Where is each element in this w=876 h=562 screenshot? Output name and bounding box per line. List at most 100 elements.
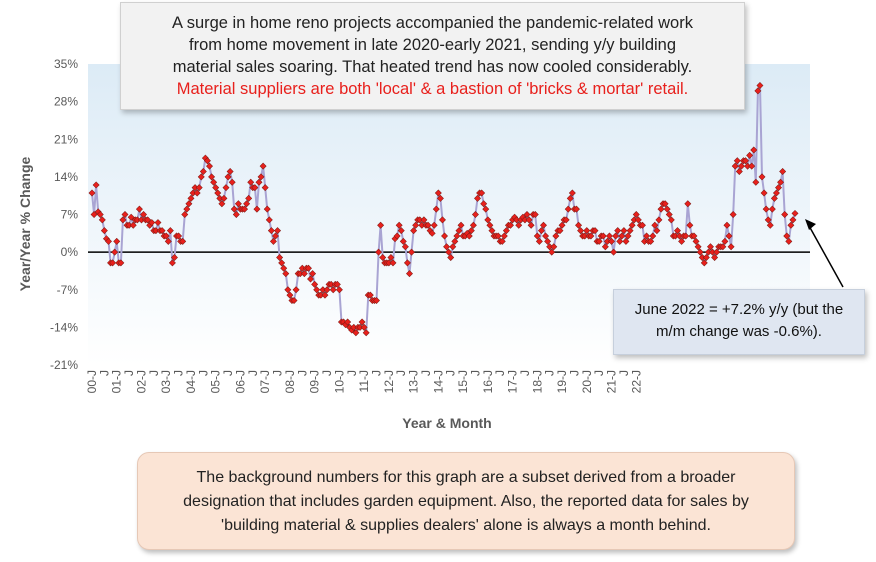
data-point bbox=[577, 227, 585, 235]
y-axis-ticks: -21% -14% -7% 0% 7% 14% 21% 28% 35% bbox=[50, 57, 78, 372]
data-point bbox=[441, 232, 448, 240]
data-point bbox=[439, 216, 446, 224]
x-tick-label: J bbox=[97, 370, 111, 376]
bottom-note-line-1: The background numbers for this graph ar… bbox=[196, 469, 736, 486]
data-point bbox=[412, 221, 420, 229]
data-point bbox=[498, 237, 506, 245]
data-point bbox=[333, 280, 341, 288]
data-point bbox=[234, 200, 242, 208]
data-point bbox=[113, 237, 121, 245]
data-point bbox=[478, 189, 486, 197]
data-point bbox=[486, 221, 494, 229]
x-tick-label: J bbox=[518, 370, 532, 376]
data-point bbox=[729, 211, 737, 218]
data-point bbox=[721, 237, 729, 245]
data-point bbox=[179, 237, 187, 245]
data-point bbox=[661, 200, 669, 208]
data-point bbox=[292, 286, 300, 294]
data-point bbox=[259, 162, 267, 170]
x-tick-label: 21-J bbox=[605, 370, 619, 393]
x-tick-label: J bbox=[617, 370, 631, 376]
data-point bbox=[451, 237, 459, 245]
x-tick-label: 07-J bbox=[258, 370, 272, 393]
y-tick-label: -21% bbox=[50, 358, 78, 372]
data-point bbox=[694, 243, 702, 251]
data-point bbox=[105, 237, 112, 245]
data-point bbox=[335, 286, 343, 294]
data-point bbox=[760, 189, 768, 197]
bottom-note-line-3: 'building material & supplies dealers' a… bbox=[221, 517, 711, 534]
data-point bbox=[731, 162, 739, 170]
data-point bbox=[278, 259, 286, 267]
data-point bbox=[768, 205, 776, 213]
data-point bbox=[527, 221, 535, 229]
data-point bbox=[424, 221, 432, 229]
data-point bbox=[245, 194, 253, 202]
data-point bbox=[181, 211, 189, 218]
data-point bbox=[406, 270, 413, 278]
data-point bbox=[573, 205, 580, 213]
data-point bbox=[558, 221, 566, 229]
x-tick-label: J bbox=[271, 370, 285, 376]
data-point bbox=[690, 232, 698, 240]
data-point bbox=[649, 232, 657, 240]
data-point bbox=[655, 216, 663, 224]
data-point bbox=[533, 232, 541, 240]
data-point bbox=[696, 248, 704, 256]
data-point bbox=[698, 254, 706, 261]
data-point bbox=[711, 254, 719, 261]
data-point bbox=[610, 248, 618, 256]
data-point bbox=[253, 205, 261, 213]
x-tick-label: J bbox=[444, 370, 458, 376]
data-point bbox=[657, 205, 665, 213]
data-point bbox=[216, 194, 224, 202]
data-point bbox=[436, 194, 444, 202]
x-tick-label: 04-J bbox=[184, 370, 198, 393]
x-tick-label: 02-J bbox=[134, 370, 148, 393]
data-point bbox=[667, 216, 675, 224]
data-point bbox=[484, 216, 492, 224]
data-point bbox=[430, 221, 438, 229]
data-point bbox=[762, 205, 770, 213]
data-point bbox=[228, 178, 236, 186]
x-tick-label: J bbox=[493, 370, 507, 376]
data-point bbox=[344, 318, 352, 326]
data-point bbox=[564, 205, 572, 213]
data-point bbox=[148, 219, 156, 227]
data-point bbox=[300, 270, 308, 278]
top-callout-line-3: material sales soaring. That heated tren… bbox=[172, 58, 693, 76]
x-tick-label: 00-J bbox=[85, 370, 99, 393]
data-point bbox=[595, 237, 603, 245]
data-point bbox=[676, 232, 684, 240]
data-point bbox=[622, 237, 630, 245]
data-point bbox=[758, 173, 766, 181]
data-point bbox=[568, 189, 576, 197]
data-point bbox=[531, 211, 539, 218]
data-point bbox=[525, 216, 533, 224]
data-point bbox=[375, 248, 383, 256]
data-point bbox=[183, 205, 191, 213]
data-point bbox=[224, 173, 232, 181]
data-point bbox=[752, 178, 760, 186]
data-point bbox=[397, 227, 405, 235]
data-point bbox=[121, 211, 129, 218]
data-point bbox=[737, 162, 745, 170]
x-tick-label: 13-J bbox=[407, 370, 421, 393]
data-point bbox=[154, 219, 162, 227]
data-point bbox=[537, 227, 545, 235]
data-point bbox=[471, 211, 479, 218]
data-point bbox=[775, 184, 782, 192]
x-tick-label: J bbox=[122, 370, 136, 376]
x-tick-label: J bbox=[567, 370, 581, 376]
data-point bbox=[643, 232, 651, 240]
y-tick-label: 7% bbox=[61, 208, 79, 222]
data-point bbox=[764, 216, 772, 224]
data-point bbox=[319, 286, 327, 294]
data-point bbox=[704, 248, 712, 256]
data-point bbox=[296, 270, 304, 278]
data-point bbox=[791, 209, 799, 217]
data-point bbox=[513, 216, 521, 224]
data-point bbox=[719, 243, 727, 251]
data-point bbox=[399, 237, 407, 245]
